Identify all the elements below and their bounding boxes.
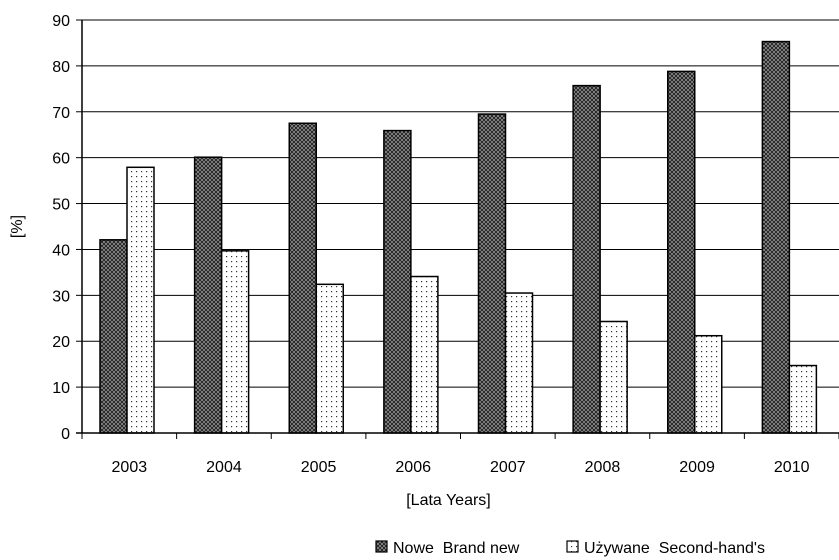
y-tick-label: 10 xyxy=(52,380,70,397)
bar-2003-second-hand xyxy=(126,166,155,434)
bar-2004-second-hand xyxy=(220,250,250,434)
x-tick-label: 2007 xyxy=(490,459,526,476)
x-tick-label: 2008 xyxy=(585,459,621,476)
y-tick-label: 20 xyxy=(52,334,70,351)
y-tick-label: 30 xyxy=(52,288,70,305)
legend-swatch-brand-new xyxy=(375,540,388,553)
y-tick-label: 60 xyxy=(52,151,70,168)
y-tick-label: 40 xyxy=(52,242,70,259)
bar-2007-second-hand xyxy=(504,292,534,434)
y-tick-label: 90 xyxy=(52,13,70,30)
legend-swatch-second-hand xyxy=(566,540,579,553)
bar-2005-brand-new xyxy=(288,122,317,434)
bar-2009-brand-new xyxy=(667,70,696,434)
axes: 0 10 20 30 40 50 60 70 80 90 2003 2004 2005 2006 2007 2… xyxy=(52,13,839,476)
bar-2010-brand-new xyxy=(761,40,791,434)
legend-label-brand-new: Nowe Brand new xyxy=(393,540,520,557)
bar-2009-second-hand xyxy=(694,334,723,434)
x-tick-label: 2010 xyxy=(774,459,810,476)
bar-2003-brand-new xyxy=(99,239,128,434)
bar-2004-brand-new xyxy=(193,156,223,434)
bar-2005-second-hand xyxy=(315,283,344,434)
x-tick-label: 2004 xyxy=(206,459,242,476)
x-tick-label: 2006 xyxy=(395,459,431,476)
y-tick-label: 0 xyxy=(61,426,70,443)
bar-2007-brand-new xyxy=(477,113,507,434)
x-axis-title: [Lata Years] xyxy=(406,492,491,509)
bar-2010-second-hand xyxy=(788,364,818,434)
bars xyxy=(99,40,818,434)
x-tick-label: 2003 xyxy=(112,459,148,476)
legend-label-second-hand: Używane Second-hand's xyxy=(584,540,765,557)
bar-2008-brand-new xyxy=(572,84,601,434)
y-axis-title: [%] xyxy=(9,215,26,238)
y-tick-label: 70 xyxy=(52,105,70,122)
bar-2006-brand-new xyxy=(383,129,412,434)
bar-2008-second-hand xyxy=(599,320,628,434)
legend: Nowe Brand new Używane Second-hand's xyxy=(375,540,765,557)
y-tick-label: 80 xyxy=(52,59,70,76)
x-tick-label: 2005 xyxy=(301,459,337,476)
bar-2006-second-hand xyxy=(410,275,439,434)
x-tick-label: 2009 xyxy=(679,459,715,476)
y-tick-label: 50 xyxy=(52,197,70,214)
